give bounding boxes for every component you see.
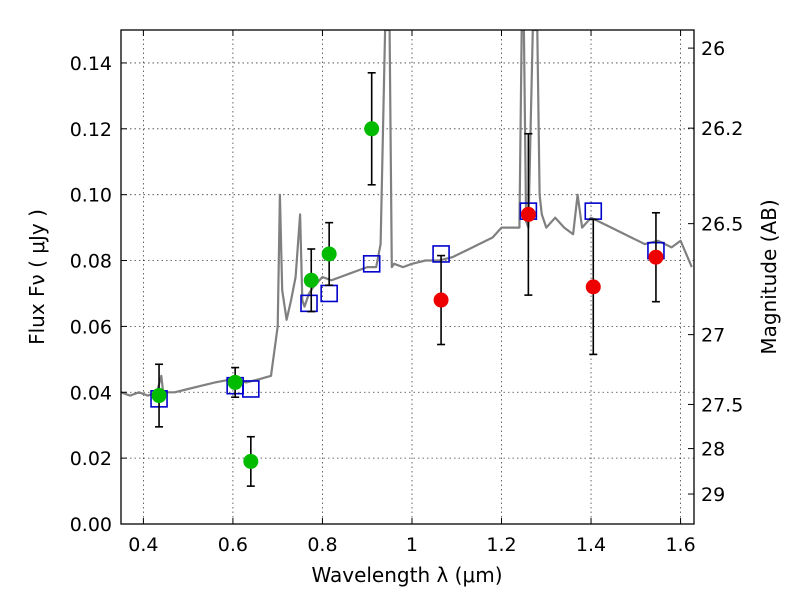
grid-lines	[121, 30, 694, 525]
right-tick-label: 26.2	[701, 118, 743, 140]
x-tick-label: 1.6	[665, 534, 695, 556]
observation-point	[151, 388, 167, 404]
observation-point-layer	[151, 121, 664, 469]
x-axis: 0.4 0.6 0.8 1 1.2 1.4 1.6	[128, 30, 696, 556]
right-tick-label: 29	[701, 484, 725, 506]
right-tick-label: 26.5	[701, 214, 743, 236]
error-bar-layer	[155, 72, 660, 487]
model-photometry-square	[362, 255, 381, 273]
x-tick-label: 0.4	[128, 534, 158, 556]
y-tick-label: 0.06	[70, 316, 112, 338]
right-tick-label: 26	[701, 38, 725, 60]
y-tick-label: 0.00	[70, 514, 112, 536]
observation-point	[585, 279, 601, 295]
right-tick-label: 27.5	[701, 394, 743, 416]
observation-point	[648, 249, 664, 265]
right-tick-label: 27	[701, 325, 725, 347]
observation-point	[520, 206, 536, 222]
model-photometry-square	[242, 380, 260, 398]
x-tick-label: 1.4	[576, 534, 606, 556]
y-axis-left: 0.00 0.02 0.04 0.06 0.08 0.10 0.12 0.14	[70, 53, 127, 536]
y-tick-label: 0.12	[70, 119, 112, 141]
plot-background	[121, 30, 694, 524]
y-axis-right: 26 26.2 26.5 27 27.5 28 29	[688, 38, 743, 506]
x-tick-label: 0.6	[218, 534, 248, 556]
y-tick-label: 0.08	[70, 251, 112, 273]
x-tick-label: 1.2	[486, 534, 516, 556]
observation-point	[364, 121, 380, 137]
y-tick-label: 0.14	[70, 53, 112, 75]
observation-point	[433, 292, 449, 308]
observation-point	[227, 374, 243, 390]
right-tick-label: 28	[701, 439, 725, 461]
plot-area	[121, 30, 693, 487]
x-axis-title: Wavelength λ (μm)	[311, 563, 502, 587]
x-tick-label: 1	[406, 534, 418, 556]
observation-point	[321, 246, 337, 262]
y-axis-right-title: Magnitude (AB)	[757, 199, 781, 354]
y-tick-label: 0.02	[70, 448, 112, 470]
y-axis-title: Flux Fν ( μJy )	[25, 209, 49, 345]
plot-frame	[120, 29, 695, 525]
observation-point	[303, 272, 319, 288]
y-tick-label: 0.04	[70, 382, 112, 404]
x-tick-label: 0.8	[307, 534, 337, 556]
observation-point	[243, 453, 259, 469]
y-tick-label: 0.10	[70, 185, 112, 207]
